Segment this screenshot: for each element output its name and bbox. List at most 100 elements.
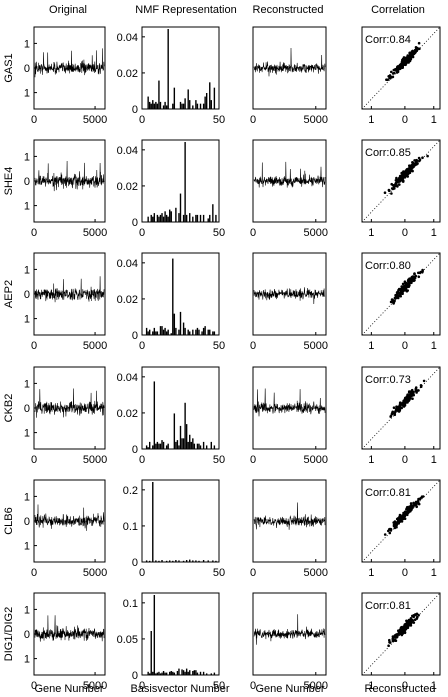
original-xtick-0-label: 0 [31, 680, 37, 692]
nmf-bar [165, 672, 168, 675]
scatter-point [403, 400, 406, 404]
scatter-point [421, 156, 424, 159]
xlabel-gene-number-reconstructed: Gene Number [255, 683, 324, 695]
scatter-point [414, 500, 418, 504]
scatter-point [411, 169, 414, 173]
reconstructed-signal [253, 614, 326, 645]
nmf-bar [181, 438, 183, 449]
identity-line [361, 252, 441, 336]
scatter-point [405, 168, 409, 171]
nmf-bar [204, 96, 206, 109]
scatter-point [414, 50, 417, 54]
nmf-bar [193, 670, 196, 675]
nmf-bar [161, 326, 163, 335]
scatter-point [399, 179, 402, 183]
reconstructed-signal [253, 388, 326, 417]
nmf-bar [159, 214, 162, 222]
nmf-bar [153, 103, 156, 109]
scatter-point [389, 415, 393, 418]
original-xtick-0-label: 0 [31, 340, 37, 352]
nmf-bar [156, 672, 159, 675]
original-ytick-top-label: 1 [24, 378, 30, 390]
scatter-point [395, 633, 398, 636]
scatter-point [412, 161, 415, 165]
nmf-bar [167, 29, 169, 109]
nmf-bar [185, 214, 188, 222]
nmf-bar [179, 101, 182, 109]
scatter-point [400, 171, 404, 175]
nmf-bar [145, 560, 148, 562]
correlation-label: Corr:0.85 [365, 147, 411, 159]
scatter-point [407, 61, 410, 64]
nmf-bar [199, 214, 202, 222]
nmf-bar [152, 671, 154, 675]
scatter-point [383, 191, 387, 194]
reconstructed-xtick-0-label: 0 [250, 567, 256, 579]
scatter-point [421, 495, 425, 498]
nmf-bar [189, 670, 191, 675]
scatter-point [418, 271, 422, 275]
corr-xtick-mid-label: 0 [402, 567, 408, 579]
nmf-bar [175, 207, 177, 222]
gene-label: GAS1 [3, 53, 15, 82]
nmf-bar [210, 673, 212, 675]
nmf-bar [172, 103, 174, 109]
nmf-bar [173, 672, 176, 675]
nmf-ytick-zero-label: 0 [132, 104, 138, 116]
nmf-bar [192, 105, 194, 109]
identity-line [361, 479, 441, 563]
nmf-bar [164, 101, 166, 109]
xlabel-gene-number-original: Gene Number [34, 683, 103, 695]
nmf-bar [209, 214, 211, 222]
original-signal [34, 504, 105, 531]
nmf-bar [202, 214, 205, 222]
scatter-point [388, 528, 391, 531]
scatter-point [398, 515, 401, 519]
nmf-bar [164, 672, 166, 675]
title-original: Original [49, 4, 87, 16]
nmf-bar [202, 441, 205, 449]
nmf-bar [152, 331, 154, 335]
original-xtick-0-label: 0 [31, 227, 37, 239]
nmf-bar [192, 560, 194, 562]
scatter-point [409, 624, 413, 627]
scatter-point [417, 41, 421, 45]
original-ytick-bottom-label: 1 [24, 541, 30, 553]
nmf-xtick-50-label: 50 [213, 114, 225, 126]
reconstructed-xtick-5000-label: 5000 [304, 454, 328, 466]
nmf-bar [196, 103, 199, 109]
nmf-bar [172, 258, 174, 335]
nmf-bar [152, 445, 154, 449]
nmf-bar [184, 142, 186, 222]
original-ytick-bottom-label: 1 [24, 314, 30, 326]
nmf-bar [155, 560, 157, 562]
nmf-bar [202, 327, 205, 335]
scatter-point [409, 55, 413, 59]
nmf-bar [152, 100, 154, 109]
gene-label: AEP2 [3, 280, 15, 308]
original-xtick-5000-label: 5000 [83, 340, 107, 352]
nmf-bar [184, 98, 186, 109]
nmf-bar [182, 670, 185, 675]
nmf-bar [162, 671, 165, 675]
nmf-bar [196, 327, 199, 335]
reconstructed-signal [253, 47, 326, 77]
scatter-point [414, 613, 418, 617]
scatter-point [409, 617, 413, 620]
scatter-point [392, 406, 396, 410]
scatter-point [407, 280, 411, 283]
original-ytick-top-label: 1 [24, 38, 30, 50]
nmf-ytick-top-label: 0.04 [117, 145, 138, 157]
scatter-point [397, 631, 401, 634]
scatter-point [393, 413, 397, 417]
nmf-xtick-50-label: 50 [213, 567, 225, 579]
nmf-bar [195, 100, 197, 109]
identity-line [361, 26, 441, 110]
nmf-ytick-top-label: 0.04 [117, 258, 138, 270]
nmf-bar [212, 331, 214, 335]
nmf-bar [189, 559, 191, 562]
scatter-point [386, 78, 390, 82]
scatter-point [418, 159, 421, 163]
scatter-point [413, 275, 417, 279]
nmf-bar [199, 103, 202, 109]
